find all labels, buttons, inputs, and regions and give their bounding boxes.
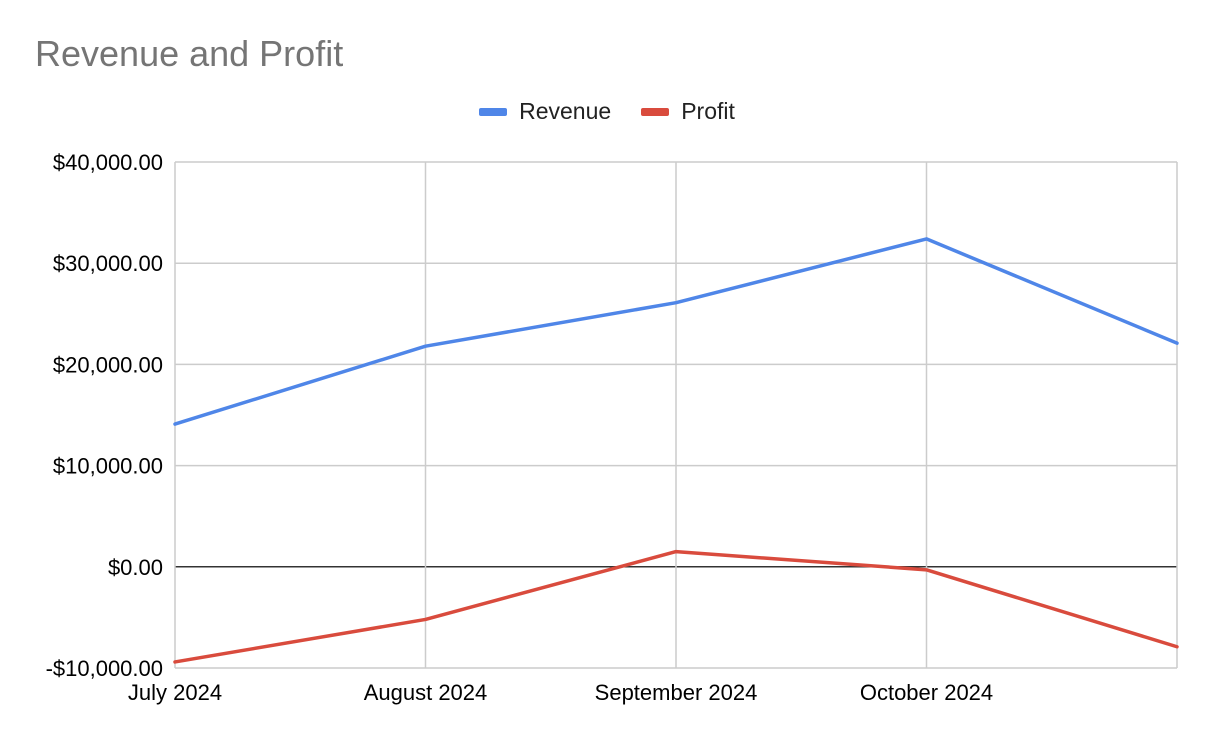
x-tick-label: September 2024: [595, 680, 758, 705]
y-tick-label: $0.00: [108, 555, 163, 580]
y-tick-label: $30,000.00: [53, 251, 163, 276]
legend-swatch-revenue: [479, 107, 508, 116]
grid-lines: [174, 161, 1178, 669]
legend-item-revenue: Revenue: [479, 98, 611, 125]
y-tick-label: -$10,000.00: [46, 656, 163, 681]
legend-swatch-profit: [641, 107, 670, 116]
legend-label-profit: Profit: [681, 98, 735, 124]
axis-labels: $40,000.00 $30,000.00 $20,000.00 $10,000.00…: [46, 150, 994, 705]
x-tick-label: July 2024: [128, 680, 222, 705]
y-tick-label: $40,000.00: [53, 150, 163, 175]
chart-legend: Revenue Profit: [0, 98, 1214, 125]
legend-label-revenue: Revenue: [519, 98, 612, 124]
series-lines: [173, 237, 1179, 664]
y-tick-label: $20,000.00: [53, 352, 163, 377]
x-tick-label: October 2024: [860, 680, 993, 705]
chart-title: Revenue and Profit: [35, 33, 344, 74]
x-tick-label: August 2024: [364, 680, 488, 705]
legend-item-profit: Profit: [641, 98, 735, 125]
y-tick-label: $10,000.00: [53, 454, 163, 479]
